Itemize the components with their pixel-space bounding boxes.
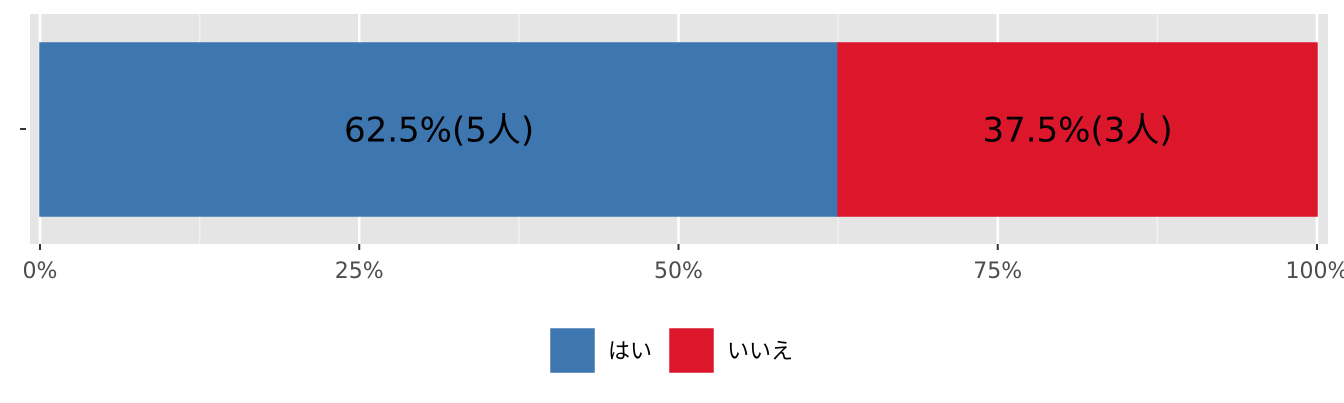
bar-segment — [39, 42, 839, 217]
x-tick-label: 50% — [654, 259, 703, 284]
bar-data-label: 62.5%(5人) — [344, 111, 534, 151]
x-tick-label: 0% — [23, 259, 58, 284]
legend-key — [550, 328, 595, 373]
x-tick-label: 75% — [973, 259, 1022, 284]
legend-label: はい — [608, 340, 652, 365]
bar-data-label: 37.5%(3人) — [982, 111, 1172, 151]
legend-key — [669, 328, 714, 373]
legend: はい いいえ — [550, 328, 793, 373]
x-tick-label: 100% — [1286, 259, 1344, 284]
bar-segment — [837, 42, 1318, 217]
x-axis: 0% 25% 50% 75% 100% — [23, 244, 1344, 284]
bar-labels: 62.5%(5人) 37.5%(3人) — [344, 111, 1173, 151]
bars — [39, 42, 1318, 217]
legend-label: いいえ — [727, 340, 793, 365]
x-tick-label: 25% — [335, 259, 384, 284]
